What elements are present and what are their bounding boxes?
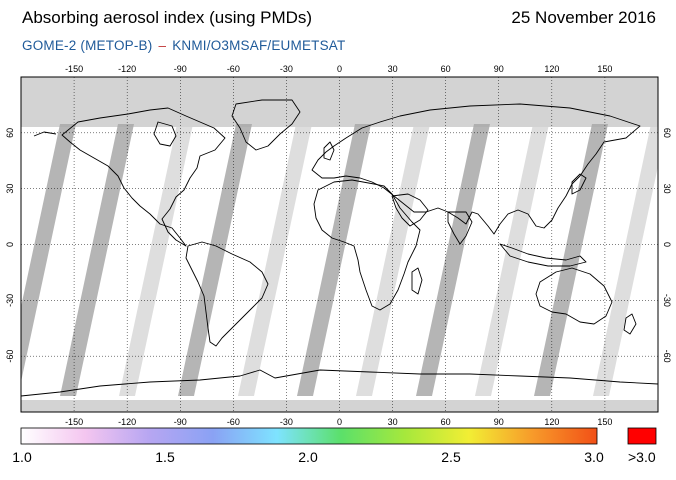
missing-data-swath: [416, 124, 490, 396]
missing-data-swath: [119, 124, 193, 396]
coastline-antarctica: [21, 369, 658, 397]
latitude-tick-label: -60: [662, 350, 672, 363]
subtitle-separator: –: [158, 38, 167, 53]
latitude-tick-label: 0: [662, 242, 672, 247]
colorbar-label: 1.5: [155, 449, 175, 465]
longitude-tick-label: 120: [544, 64, 559, 74]
longitude-tick-label: 30: [388, 64, 398, 74]
colorbar-overflow-swatch: [627, 427, 657, 445]
missing-data-swath: [475, 124, 549, 396]
map-date: 25 November 2016: [511, 8, 656, 27]
coastline-arabia: [391, 193, 429, 227]
longitude-tick-label: 0: [337, 64, 342, 74]
coastline-new-zealand: [623, 313, 637, 335]
missing-data-swath: [238, 124, 312, 396]
coastline-aleutians: [33, 131, 57, 137]
longitude-tick-label: -120: [118, 64, 136, 74]
latitude-tick-label: 0: [5, 242, 15, 247]
map-title: Absorbing aerosol index (using PMDs): [22, 8, 313, 27]
coastline-uk: [323, 141, 335, 161]
longitude-tick-label: -60: [227, 64, 240, 74]
coastline-greenland: [231, 99, 301, 151]
coastline-india: [447, 211, 473, 245]
longitude-tick-label: -120: [118, 417, 136, 427]
coastline-madagascar: [411, 267, 423, 295]
colorbar-label: 1.0: [12, 449, 32, 465]
longitude-tick-label: 150: [597, 64, 612, 74]
credit-label: KNMI/O3MSAF/EUMETSAT: [172, 38, 346, 53]
longitude-tick-label: 90: [494, 417, 504, 427]
longitude-tick-label: 30: [388, 417, 398, 427]
latitude-ticks-right: 60 30 0 -30 -60: [662, 128, 672, 363]
coastline-north-america: [61, 107, 226, 247]
longitude-tick-label: -150: [65, 417, 83, 427]
longitude-tick-label: 120: [544, 417, 559, 427]
latitude-tick-label: -60: [5, 350, 15, 363]
latitude-ticks-left: 60 30 0 -30 -60: [5, 128, 15, 363]
latitude-tick-label: -30: [662, 294, 672, 307]
missing-data-swath: [356, 124, 430, 396]
longitude-tick-label: 60: [441, 417, 451, 427]
coastlines: [21, 99, 658, 397]
graticule: [21, 77, 658, 412]
coastline-south-america: [185, 241, 269, 347]
missing-data-swath: [593, 124, 658, 396]
coastline-australia: [535, 267, 613, 325]
missing-data-swath: [60, 124, 134, 396]
antarctic-no-data: [21, 400, 658, 412]
colorbar-label: 3.0: [584, 449, 604, 465]
swath-layer: [21, 124, 658, 396]
longitude-tick-label: -150: [65, 64, 83, 74]
longitude-tick-label: 90: [494, 64, 504, 74]
missing-data-swath: [534, 124, 608, 396]
longitude-tick-label: -90: [174, 417, 187, 427]
longitude-ticks-bottom: -150 -120 -90 -60 -30 0 30 60 90 120 150: [65, 417, 612, 427]
longitude-tick-label: 60: [441, 64, 451, 74]
colorbar-label: 2.0: [298, 449, 318, 465]
latitude-tick-label: 60: [662, 128, 672, 138]
coastline-eurasia: [311, 103, 641, 235]
coastline-africa: [313, 179, 421, 311]
coastline-indonesia: [499, 243, 587, 267]
longitude-tick-label: -90: [174, 64, 187, 74]
longitude-tick-label: -30: [280, 64, 293, 74]
colorbar-ramp: [20, 427, 598, 445]
instrument-label: GOME-2 (METOP-B): [22, 38, 153, 53]
longitude-tick-label: 150: [597, 417, 612, 427]
latitude-tick-label: 60: [5, 128, 15, 138]
longitude-tick-label: 0: [337, 417, 342, 427]
longitude-tick-label: -60: [227, 417, 240, 427]
missing-data-swath: [21, 124, 76, 382]
coastline-hudson-bay: [153, 121, 177, 147]
latitude-tick-label: 30: [662, 184, 672, 194]
latitude-tick-label: -30: [5, 294, 15, 307]
colorbar-overflow-label: >3.0: [628, 449, 656, 465]
longitude-ticks-top: -150 -120 -90 -60 -30 0 30 60 90 120 150: [65, 64, 612, 74]
colorbar-label: 2.5: [441, 449, 461, 465]
map-subtitle: GOME-2 (METOP-B) – KNMI/O3MSAF/EUMETSAT: [22, 38, 345, 53]
coastline-japan: [571, 173, 587, 195]
latitude-tick-label: 30: [5, 184, 15, 194]
longitude-tick-label: -30: [280, 417, 293, 427]
missing-data-swath: [297, 124, 371, 396]
